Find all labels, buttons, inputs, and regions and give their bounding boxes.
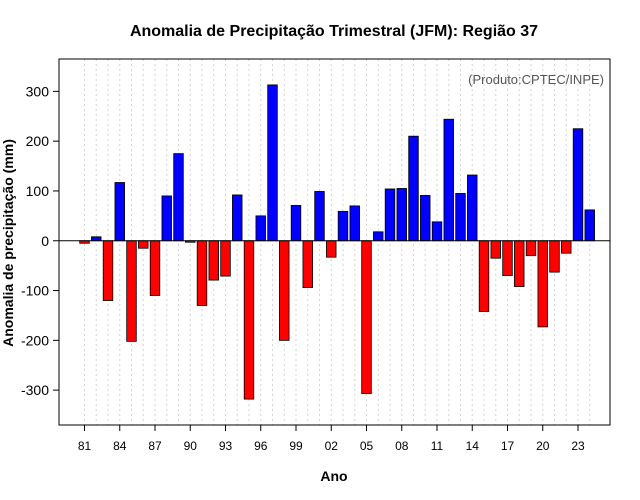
x-axis-label: Ano bbox=[320, 468, 347, 484]
bar-2005 bbox=[361, 240, 372, 395]
bar-2008 bbox=[396, 188, 407, 242]
bar-1986 bbox=[138, 240, 149, 249]
bar-2015 bbox=[478, 240, 490, 312]
bar-2003 bbox=[337, 210, 349, 242]
x-tick-label: 81 bbox=[78, 439, 92, 453]
chart-title: Anomalia de Precipitação Trimestral (JFM… bbox=[130, 23, 538, 40]
bar-1999 bbox=[290, 204, 302, 242]
y-tick-label: -300 bbox=[21, 382, 49, 398]
x-tick-label: 02 bbox=[325, 439, 339, 453]
x-tick-label: 93 bbox=[219, 439, 233, 453]
bar-2019 bbox=[525, 240, 537, 257]
bar-1996 bbox=[255, 215, 266, 242]
y-tick-label: 300 bbox=[26, 83, 50, 99]
bar-2001 bbox=[314, 191, 325, 242]
bar-2018 bbox=[514, 240, 525, 287]
x-tick-label: 84 bbox=[113, 439, 127, 453]
bar-2002 bbox=[326, 240, 337, 258]
bar-1983 bbox=[102, 240, 114, 301]
x-axis: 81 84 87 90 93 96 99 02 05 08 11 14 17 20 23 bbox=[78, 425, 585, 453]
y-tick-label: 100 bbox=[26, 183, 50, 199]
x-tick-label: 23 bbox=[571, 439, 585, 453]
bar-2007 bbox=[384, 188, 396, 242]
bar-1989 bbox=[173, 153, 184, 242]
bar-2016 bbox=[490, 240, 501, 259]
bar-2010 bbox=[420, 195, 431, 242]
bar-2000 bbox=[302, 240, 313, 288]
bar-1994 bbox=[232, 194, 243, 242]
x-tick-label: 05 bbox=[360, 439, 374, 453]
x-tick-label: 87 bbox=[148, 439, 162, 453]
bar-1993 bbox=[220, 240, 231, 277]
bar-2009 bbox=[408, 135, 419, 242]
bars bbox=[79, 84, 595, 400]
bar-2013 bbox=[455, 193, 466, 242]
bar-2017 bbox=[502, 240, 513, 277]
x-tick-label: 14 bbox=[466, 439, 480, 453]
bar-1982 bbox=[91, 236, 102, 242]
bar-2006 bbox=[373, 231, 384, 242]
bar-1998 bbox=[279, 240, 290, 341]
bar-2023 bbox=[572, 128, 584, 242]
grid-lines bbox=[84, 59, 591, 425]
bar-2014 bbox=[467, 174, 478, 242]
x-tick-label: 96 bbox=[254, 439, 268, 453]
bar-1987 bbox=[149, 240, 161, 296]
plot-frame bbox=[58, 58, 611, 426]
y-tick-label: 200 bbox=[26, 133, 50, 149]
bar-1992 bbox=[208, 240, 219, 281]
bar-2004 bbox=[349, 205, 360, 242]
bar-2020 bbox=[537, 240, 548, 328]
bar-1988 bbox=[161, 195, 172, 242]
bar-1997 bbox=[267, 84, 278, 242]
x-tick-label: 08 bbox=[395, 439, 409, 453]
bar-2021 bbox=[549, 240, 560, 273]
bar-2022 bbox=[561, 240, 572, 254]
y-tick-label: -100 bbox=[21, 283, 49, 299]
bar-1991 bbox=[196, 240, 208, 306]
bar-1995 bbox=[243, 240, 255, 400]
y-axis: -300 -200 -100 0 100 200 300 bbox=[21, 83, 59, 398]
x-tick-label: 99 bbox=[289, 439, 303, 453]
x-tick-label: 17 bbox=[501, 439, 515, 453]
y-tick-label: 0 bbox=[41, 233, 49, 249]
x-tick-label: 11 bbox=[431, 439, 444, 453]
y-tick-label: -200 bbox=[21, 332, 49, 348]
produto-annotation: (Produto:CPTEC/INPE) bbox=[468, 72, 604, 87]
bar-1984 bbox=[114, 182, 125, 242]
x-tick-label: 90 bbox=[184, 439, 198, 453]
y-axis-label: Anomalia de precipitação (mm) bbox=[0, 139, 16, 347]
bar-2011 bbox=[431, 221, 443, 242]
bar-1985 bbox=[126, 240, 137, 342]
x-tick-label: 20 bbox=[536, 439, 550, 453]
bar-2012 bbox=[443, 118, 454, 242]
bar-2024 bbox=[584, 209, 595, 242]
